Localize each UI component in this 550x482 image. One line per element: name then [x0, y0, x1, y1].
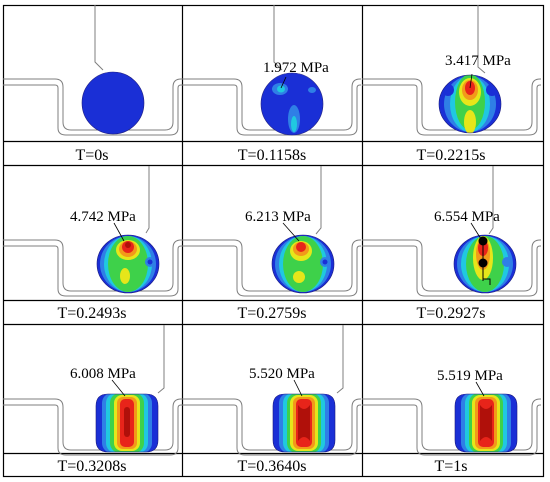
leader-line [469, 73, 473, 89]
leader-line [293, 379, 303, 397]
peak-stress-label: 5.520 MPa [249, 366, 315, 382]
punch-outline [157, 325, 165, 394]
punch-outline [477, 5, 486, 74]
leader-line [111, 379, 126, 397]
leader-line [113, 222, 125, 242]
panel-4: 4.742 MPa T=0.2493s [2, 166, 183, 322]
time-caption: T=0.1158s [238, 147, 306, 164]
panel-3: 3.417 MPa T=0.2215s [361, 5, 542, 164]
ball-contour [260, 72, 324, 136]
peak-stress-label: 5.519 MPa [437, 368, 503, 384]
time-caption: T=0.2927s [416, 305, 485, 322]
panel-6: 6.554 MPa T=0.2927s [361, 166, 542, 322]
panel-2: 1.972 MPa T=0.1158s [181, 5, 362, 164]
punch-outline [315, 166, 322, 235]
peak-stress-label: 3.417 MPa [445, 53, 511, 69]
peak-stress-label: 4.742 MPa [70, 209, 136, 225]
time-caption: T=1s [434, 458, 467, 475]
leader-line [280, 76, 287, 89]
ball-contour [96, 234, 160, 294]
probe-markers [478, 236, 491, 285]
panel-7: 6.008 MPa T=0.3208s [2, 325, 183, 475]
leader-line [470, 222, 482, 240]
punch-outline [273, 5, 283, 71]
ball-contour [95, 393, 159, 453]
leader-line [282, 222, 300, 242]
punch-outline [336, 325, 344, 394]
peak-stress-label: 1.972 MPa [263, 60, 329, 76]
leader-line [475, 381, 485, 397]
ball-contour [81, 71, 145, 135]
ball-contour [271, 234, 335, 294]
peak-stress-label: 6.008 MPa [70, 366, 136, 382]
punch-outline [94, 5, 104, 71]
time-caption: T=0.2215s [416, 147, 485, 164]
time-caption: T=0.2493s [57, 305, 126, 322]
panel-9: 5.519 MPa T=1s [361, 368, 542, 475]
peak-stress-label: 6.213 MPa [245, 209, 311, 225]
time-caption: T=0.3640s [237, 458, 306, 475]
time-caption: T=0.3208s [57, 458, 126, 475]
ball-contour [438, 74, 502, 134]
time-caption: T=0s [75, 147, 108, 164]
panel-8: 5.520 MPa T=0.3640s [181, 325, 362, 475]
panel-5: 6.213 MPa T=0.2759s [181, 166, 362, 322]
die-outline [181, 239, 362, 297]
punch-outline [145, 166, 150, 234]
punch-outline [488, 166, 494, 235]
time-caption: T=0.2759s [237, 305, 306, 322]
peak-stress-label: 6.554 MPa [434, 209, 500, 225]
ball-contour [454, 393, 518, 453]
panel-1: T=0s [2, 5, 183, 164]
ball-contour [272, 393, 336, 453]
